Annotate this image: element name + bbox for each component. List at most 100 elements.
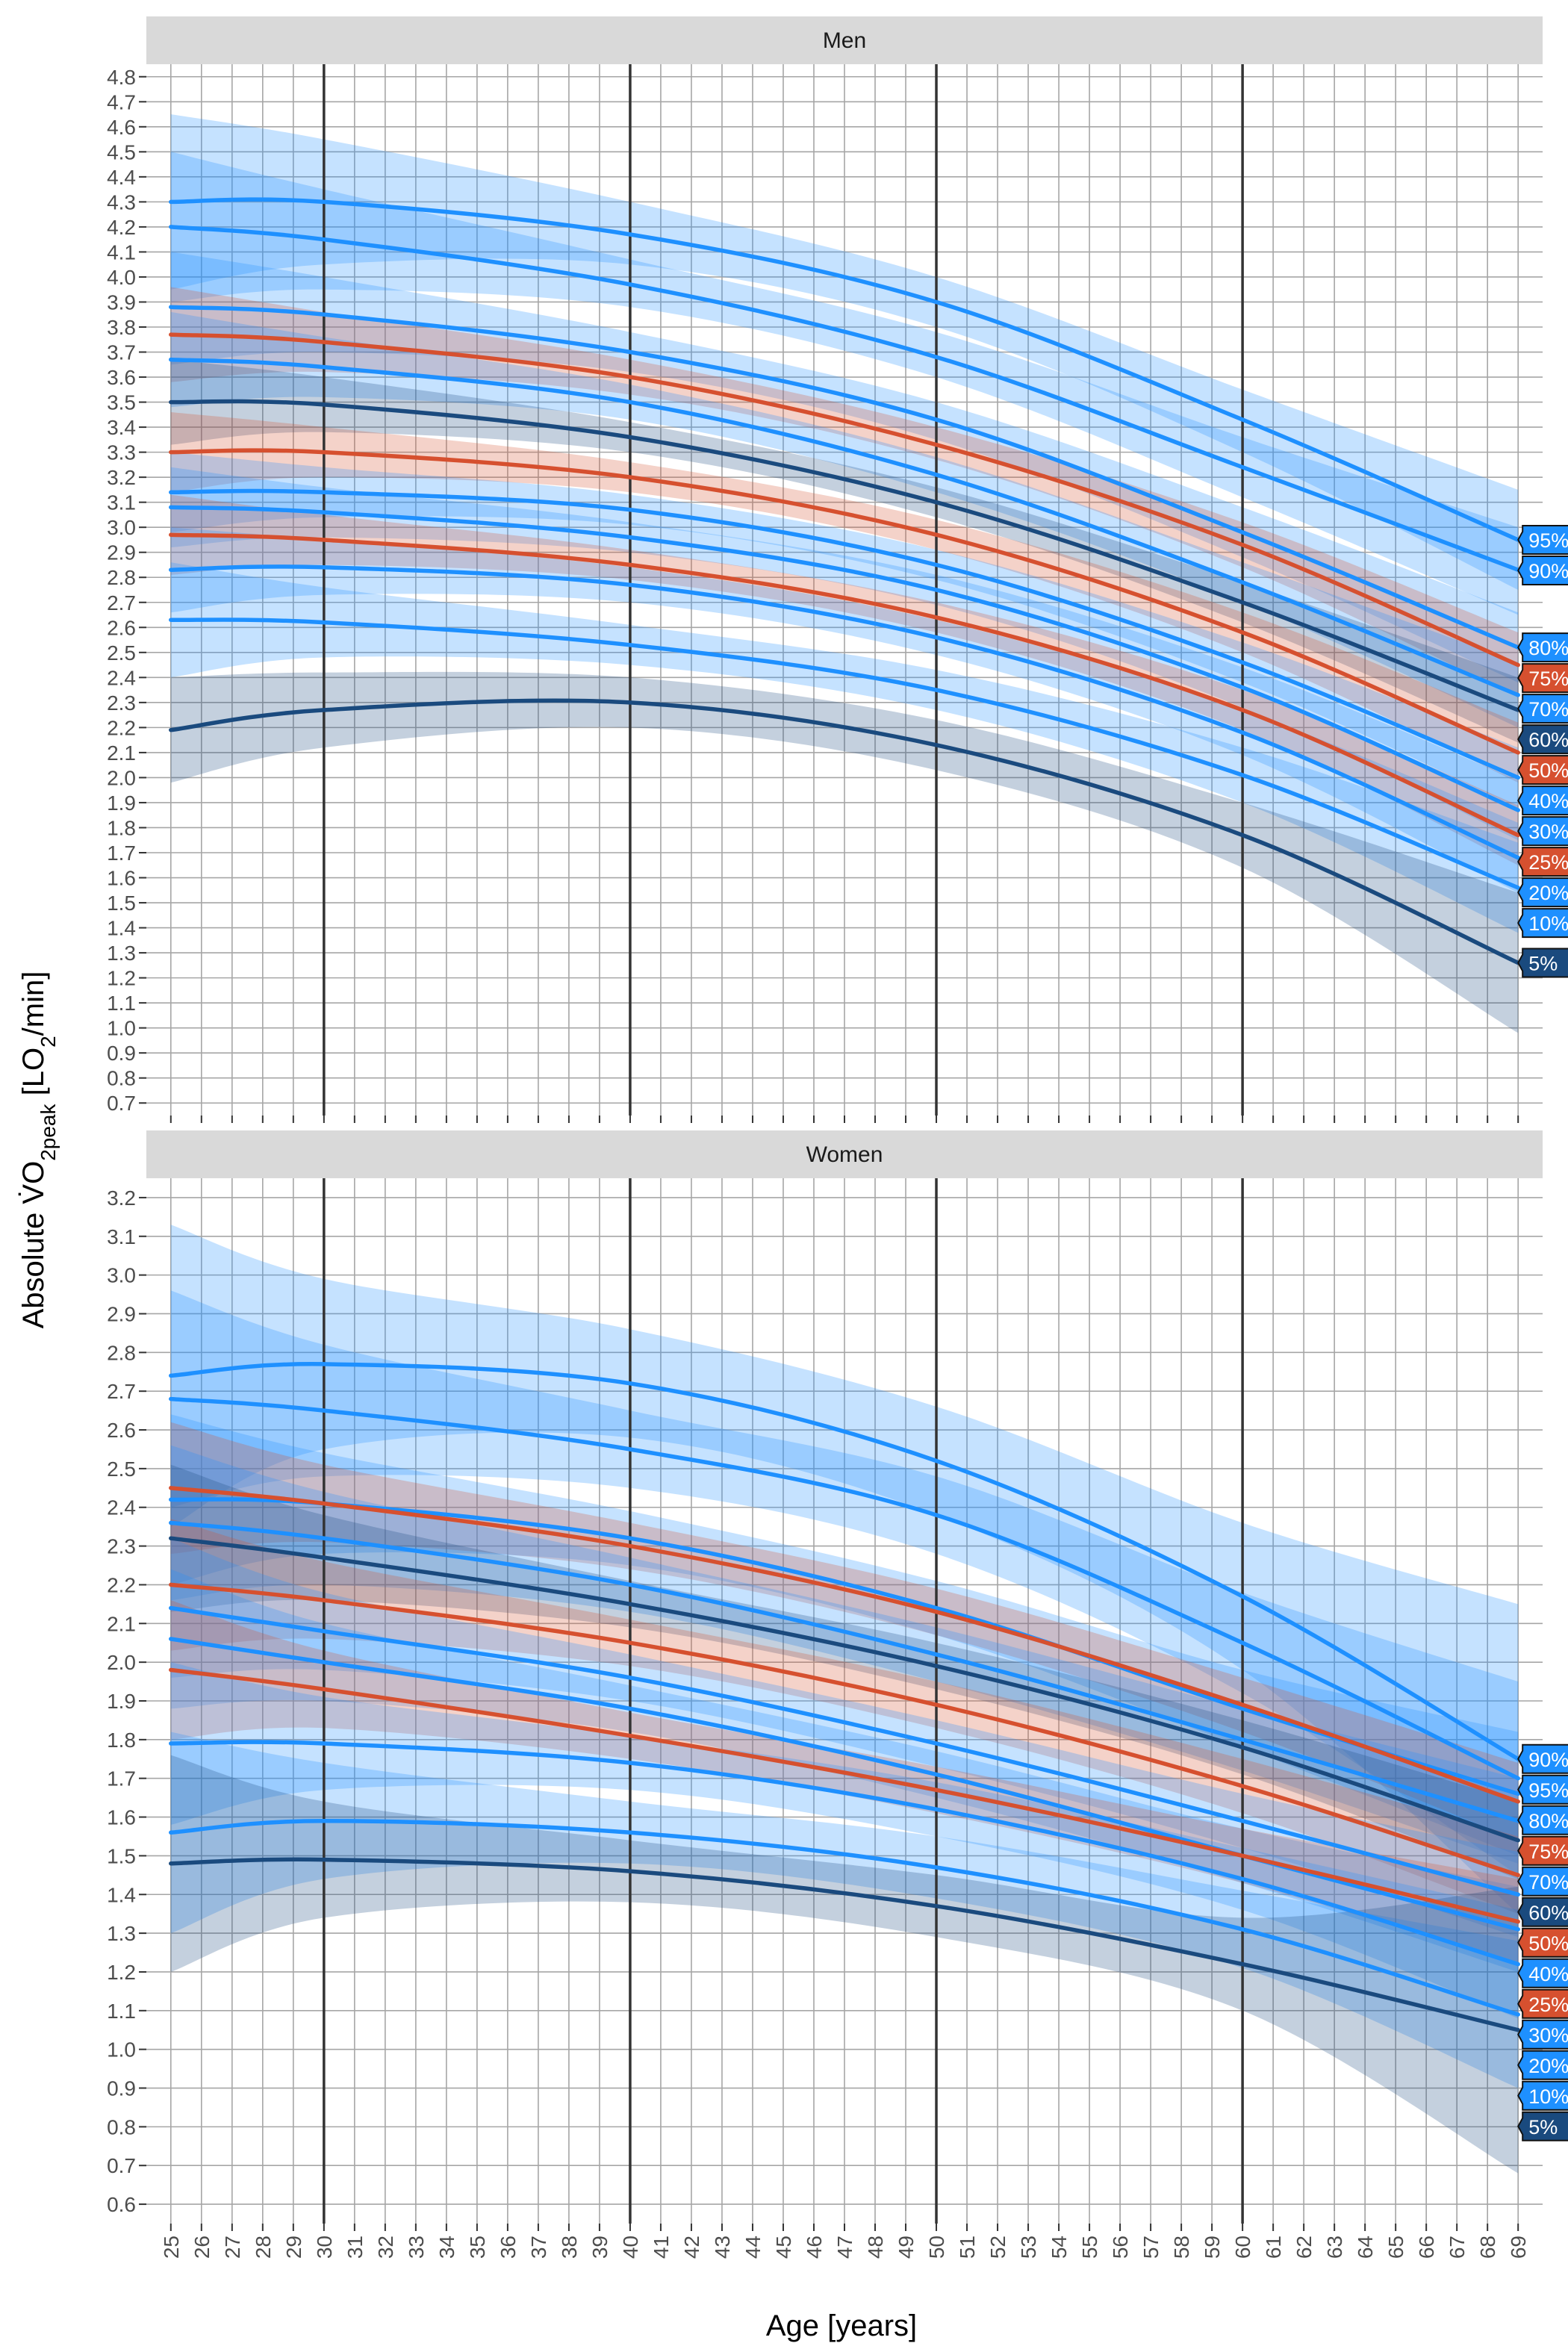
x-axis-title: Age [years] [766, 2309, 917, 2342]
y-tick-label: 0.7 [107, 2154, 136, 2177]
y-tick-label: 0.6 [107, 2193, 136, 2216]
strip-label-men: Men [823, 28, 866, 53]
line-women-90pct [169, 1362, 1520, 1761]
y-tick-label: 2.7 [107, 591, 136, 615]
panel-men: Men 0.70.80.91.01.11.21.31.41.51.61.71.81… [107, 16, 1568, 1123]
tag-label: 75% [1528, 1841, 1568, 1863]
y-tick-label: 4.8 [107, 66, 136, 89]
line-men-10pct [169, 617, 1520, 890]
band-women-70pct [170, 1445, 1519, 1864]
x-tick-label: 29 [282, 2236, 305, 2259]
x-tick-label: 26 [190, 2236, 214, 2259]
x-tick-label: 36 [497, 2236, 520, 2259]
x-tick-label: 44 [741, 2236, 765, 2259]
y-tick-label: 0.8 [107, 1067, 136, 1090]
x-tick-label: 39 [588, 2236, 612, 2259]
y-tick-label: 2.3 [107, 691, 136, 715]
tag-men-5pct [1517, 948, 1568, 978]
tag-label: 25% [1528, 851, 1568, 874]
y-tick-label: 3.2 [107, 1186, 136, 1210]
band-men-95pct [170, 114, 1519, 590]
tag-women-40pct [1517, 1958, 1568, 1988]
tag-men-60pct [1517, 724, 1568, 755]
tag-label: 80% [1528, 1810, 1568, 1832]
tag-label: 5% [1528, 953, 1558, 975]
tag-men-20pct [1517, 877, 1568, 908]
x-tick-label: 41 [650, 2236, 673, 2259]
y-tick-label: 2.8 [107, 566, 136, 589]
y-axis-men: 0.70.80.91.01.11.21.31.41.51.61.71.81.92… [107, 66, 146, 1115]
y-tick-label: 1.2 [107, 967, 136, 990]
x-tick-label: 63 [1323, 2236, 1346, 2259]
y-tick-label: 2.5 [107, 641, 136, 665]
y-tick-label: 2.5 [107, 1457, 136, 1481]
x-tick-label: 42 [680, 2236, 703, 2259]
y-tick-label: 4.7 [107, 90, 136, 113]
strip-label-women: Women [806, 1142, 883, 1167]
line-men-40pct [169, 488, 1520, 780]
x-tick-label: 66 [1415, 2236, 1438, 2259]
x-tick-label: 46 [803, 2236, 826, 2259]
y-tick-label: 4.1 [107, 240, 136, 264]
x-tick-label: 51 [956, 2236, 979, 2259]
y-tick-label: 0.9 [107, 1042, 136, 1065]
y-tick-label: 0.7 [107, 1092, 136, 1115]
tag-label: 80% [1528, 637, 1568, 659]
y-tick-label: 3.8 [107, 316, 136, 339]
y-tick-label: 1.0 [107, 2038, 136, 2062]
tag-label: 10% [1528, 2085, 1568, 2108]
x-tick-label: 68 [1476, 2236, 1499, 2259]
tag-label: 50% [1528, 1932, 1568, 1955]
band-women-25pct [170, 1600, 1519, 1964]
tag-label: 75% [1528, 668, 1568, 690]
y-tick-label: 3.3 [107, 441, 136, 464]
tag-women-80pct [1517, 1805, 1568, 1835]
tag-women-50pct [1517, 1927, 1568, 1958]
band-women-40pct [170, 1538, 1519, 1938]
x-tick-label: 47 [833, 2236, 856, 2259]
x-axis-women: 25 26 27 28 29 30 31 32 33 34 35 36 37 38 39 40 41 42 43 44… [160, 2224, 1530, 2259]
y-tick-label: 3.0 [107, 1264, 136, 1287]
x-tick-label: 65 [1384, 2236, 1407, 2259]
x-tick-label: 35 [466, 2236, 489, 2259]
line-women-40pct [169, 1605, 1520, 1897]
band-men-50pct [170, 412, 1519, 783]
x-tick-label: 33 [405, 2236, 428, 2259]
line-women-60pct [169, 1536, 1520, 1843]
y-tick-label: 1.6 [107, 1806, 136, 1829]
tag-women-75pct [1517, 1835, 1568, 1866]
band-women-60pct [170, 1464, 1519, 1879]
band-men-30pct [170, 467, 1519, 841]
y-tick-label: 1.9 [107, 1690, 136, 1713]
y-tick-label: 1.7 [107, 1767, 136, 1791]
band-women-10pct [170, 1732, 1519, 2088]
tag-label: 10% [1528, 912, 1568, 935]
line-women-70pct [169, 1520, 1520, 1823]
y-tick-label: 3.6 [107, 366, 136, 389]
band-men-40pct [170, 452, 1519, 808]
y-tick-label: 3.1 [107, 491, 136, 514]
band-men-70pct [170, 311, 1519, 728]
y-tick-label: 0.9 [107, 2077, 136, 2100]
y-tick-label: 2.2 [107, 1573, 136, 1596]
strip-women [146, 1130, 1543, 1178]
tag-men-70pct [1517, 694, 1568, 724]
line-men-80pct [169, 305, 1520, 650]
y-tick-label: 2.1 [107, 1612, 136, 1635]
y-tick-label: 3.5 [107, 391, 136, 414]
tag-women-5pct [1517, 2111, 1568, 2141]
tag-women-20pct [1517, 2050, 1568, 2080]
strip-men [146, 16, 1543, 64]
tag-men-95pct [1517, 524, 1568, 555]
x-tick-label: 58 [1170, 2236, 1193, 2259]
y-tick-label: 3.4 [107, 416, 136, 439]
reference-lines-women [323, 1178, 1244, 2224]
gridlines-men [146, 64, 1543, 1116]
line-men-60pct [169, 399, 1520, 712]
line-women-25pct [169, 1667, 1520, 1924]
x-tick-label: 50 [925, 2236, 948, 2259]
x-tick-label: 34 [435, 2236, 458, 2259]
line-men-70pct [169, 357, 1520, 697]
x-tick-label: 28 [252, 2236, 275, 2259]
tag-label: 5% [1528, 2116, 1558, 2138]
